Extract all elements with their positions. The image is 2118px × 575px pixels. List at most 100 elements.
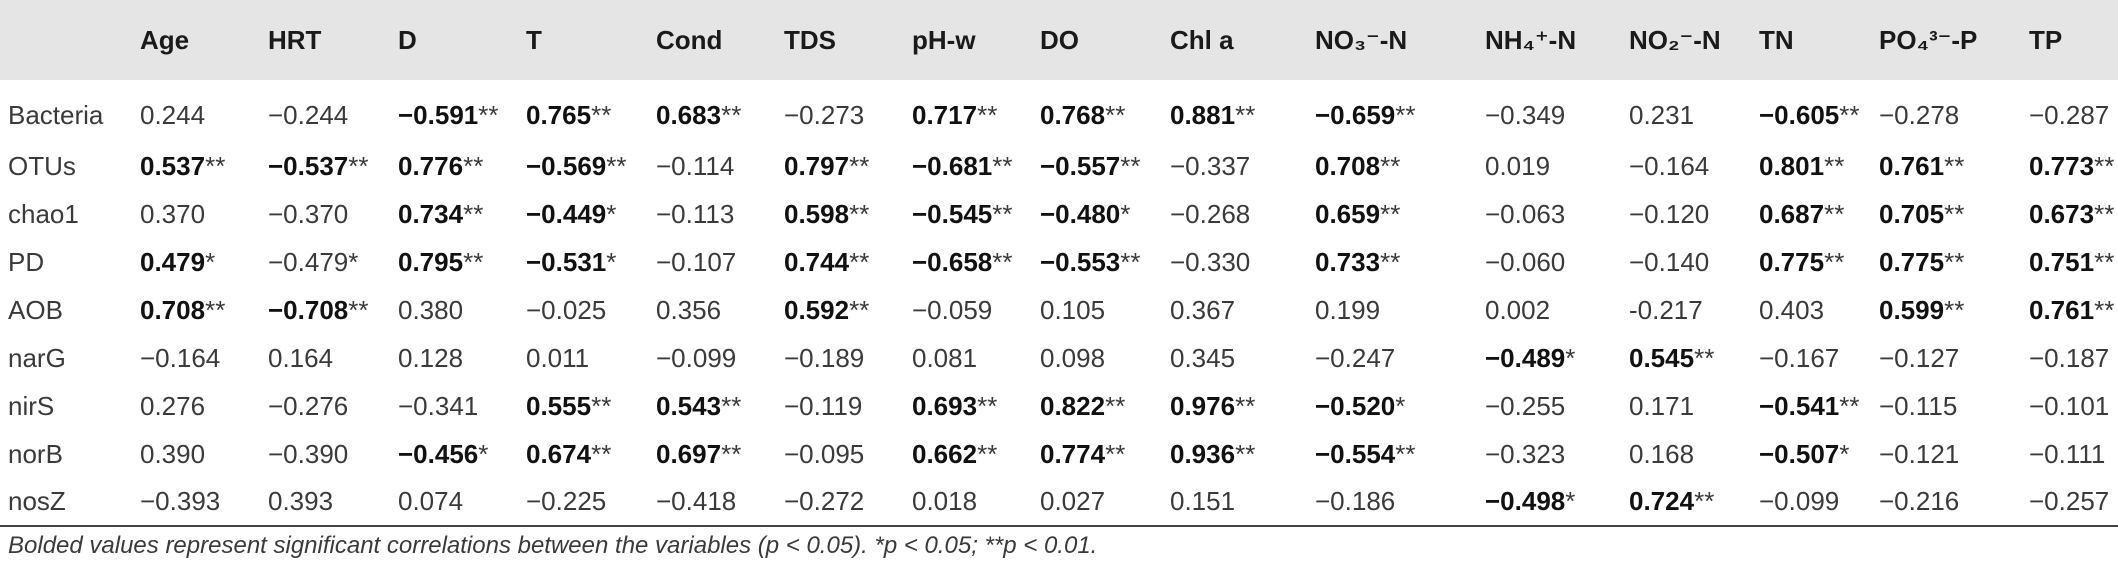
table-cell: 0.098: [1040, 334, 1170, 382]
table-cell: −0.537**: [268, 142, 398, 190]
significance-marker: **: [1944, 150, 1965, 181]
table-cell: 0.761**: [1879, 142, 2029, 190]
table-cell: 0.537**: [140, 142, 268, 190]
correlation-value: 0.797: [784, 150, 850, 181]
table-cell: −0.531*: [526, 238, 656, 286]
table-cell: −0.498*: [1485, 478, 1629, 526]
table-cell: 0.674**: [526, 430, 656, 478]
significance-marker: **: [721, 438, 742, 469]
table-cell: −0.507*: [1759, 430, 1879, 478]
table-cell: 0.734**: [398, 190, 526, 238]
correlation-value: −0.370: [268, 198, 349, 229]
table-row: norB 0.390 −0.390 −0.456* 0.674** 0.697** −0.0…: [0, 430, 2118, 478]
significance-marker: **: [478, 99, 499, 130]
significance-marker: *: [1565, 486, 1576, 516]
correlation-value: 0.708: [1315, 150, 1381, 181]
correlation-value: 0.674: [526, 438, 592, 469]
table-cell: −0.244: [268, 80, 398, 142]
correlation-value: 0.403: [1759, 294, 1825, 325]
correlation-value: 0.027: [1040, 486, 1106, 516]
correlation-value: −0.216: [1879, 486, 1960, 516]
significance-marker: **: [1380, 198, 1401, 229]
significance-marker: **: [1380, 246, 1401, 277]
correlation-value: 0.598: [784, 198, 850, 229]
correlation-value: −0.456: [398, 438, 479, 469]
table-cell: −0.330: [1170, 238, 1315, 286]
correlation-value: −0.418: [656, 486, 737, 516]
table-cell: 0.708**: [140, 286, 268, 334]
correlation-value: −0.101: [2029, 390, 2110, 421]
correlation-value: −0.225: [526, 486, 607, 516]
table-cell: −0.186: [1315, 478, 1485, 526]
table-cell: −0.111: [2029, 430, 2118, 478]
table-cell: −0.287: [2029, 80, 2118, 142]
table-cell: -0.217: [1629, 286, 1759, 334]
correlation-value: 0.761: [2029, 294, 2095, 325]
table-cell: 0.555**: [526, 382, 656, 430]
table-cell: −0.393: [140, 478, 268, 526]
table-cell: −0.681**: [912, 142, 1040, 190]
correlation-value: 0.683: [656, 99, 722, 130]
correlation-value: −0.059: [912, 294, 993, 325]
column-header: T: [526, 24, 542, 55]
correlation-value: −0.140: [1629, 246, 1710, 277]
table-cell: −0.140: [1629, 238, 1759, 286]
table-cell: −0.569**: [526, 142, 656, 190]
table-cell: −0.370: [268, 190, 398, 238]
table-cell: −0.553**: [1040, 238, 1170, 286]
correlation-value: 0.801: [1759, 150, 1825, 181]
table-row: chao1 0.370 −0.370 0.734** −0.449* −0.113 0.59…: [0, 190, 2118, 238]
table-row: nirS 0.276 −0.276 −0.341 0.555** 0.543** −0.11…: [0, 382, 2118, 430]
table-cell: 0.011: [526, 334, 656, 382]
correlation-value: 0.380: [398, 294, 464, 325]
significance-marker: **: [463, 246, 484, 277]
table-cell: 0.768**: [1040, 80, 1170, 142]
significance-marker: **: [2094, 294, 2115, 325]
table-cell: −0.278: [1879, 80, 2029, 142]
table-cell: −0.216: [1879, 478, 2029, 526]
table-cell: −0.164: [140, 334, 268, 382]
table-cell: 0.128: [398, 334, 526, 382]
correlation-value: 0.356: [656, 294, 722, 325]
correlation-value: 0.761: [1879, 150, 1945, 181]
table-cell: 0.751**: [2029, 238, 2118, 286]
table-cell: 0.244: [140, 80, 268, 142]
correlation-value: −0.255: [1485, 390, 1566, 421]
correlation-value: −0.531: [526, 246, 607, 277]
significance-marker: **: [1944, 294, 1965, 325]
correlation-value: −0.681: [912, 150, 993, 181]
correlation-value: −0.337: [1170, 150, 1251, 181]
correlation-value: −0.537: [268, 150, 349, 181]
correlation-value: 0.773: [2029, 150, 2095, 181]
table-cell: −0.276: [268, 382, 398, 430]
significance-marker: **: [992, 150, 1013, 181]
column-header: NH₄⁺-N: [1485, 24, 1577, 55]
column-header: HRT: [268, 24, 322, 55]
table-cell: −0.659**: [1315, 80, 1485, 142]
correlation-value: 0.697: [656, 438, 722, 469]
significance-marker: **: [1105, 438, 1126, 469]
correlation-value: -0.217: [1629, 294, 1703, 325]
table-cell: −0.127: [1879, 334, 2029, 382]
table-cell: −0.119: [784, 382, 912, 430]
table-cell: 0.380: [398, 286, 526, 334]
correlation-value: 0.098: [1040, 342, 1106, 373]
correlation-value: −0.272: [784, 486, 865, 516]
significance-marker: **: [1395, 438, 1416, 469]
correlation-value: −0.449: [526, 198, 607, 229]
row-label: AOB: [8, 294, 63, 325]
correlation-value: 0.011: [526, 342, 590, 373]
correlation-value: −0.164: [140, 342, 221, 373]
table-cell: −0.591**: [398, 80, 526, 142]
correlation-value: −0.189: [784, 342, 865, 373]
significance-marker: **: [977, 438, 998, 469]
table-cell: −0.167: [1759, 334, 1879, 382]
row-label: norB: [8, 438, 63, 469]
significance-marker: **: [992, 246, 1013, 277]
table-cell: −0.708**: [268, 286, 398, 334]
table-cell: −0.605**: [1759, 80, 1879, 142]
correlation-value: 0.393: [268, 486, 334, 516]
correlation-value: −0.349: [1485, 99, 1566, 130]
correlation-value: 0.231: [1629, 99, 1695, 130]
